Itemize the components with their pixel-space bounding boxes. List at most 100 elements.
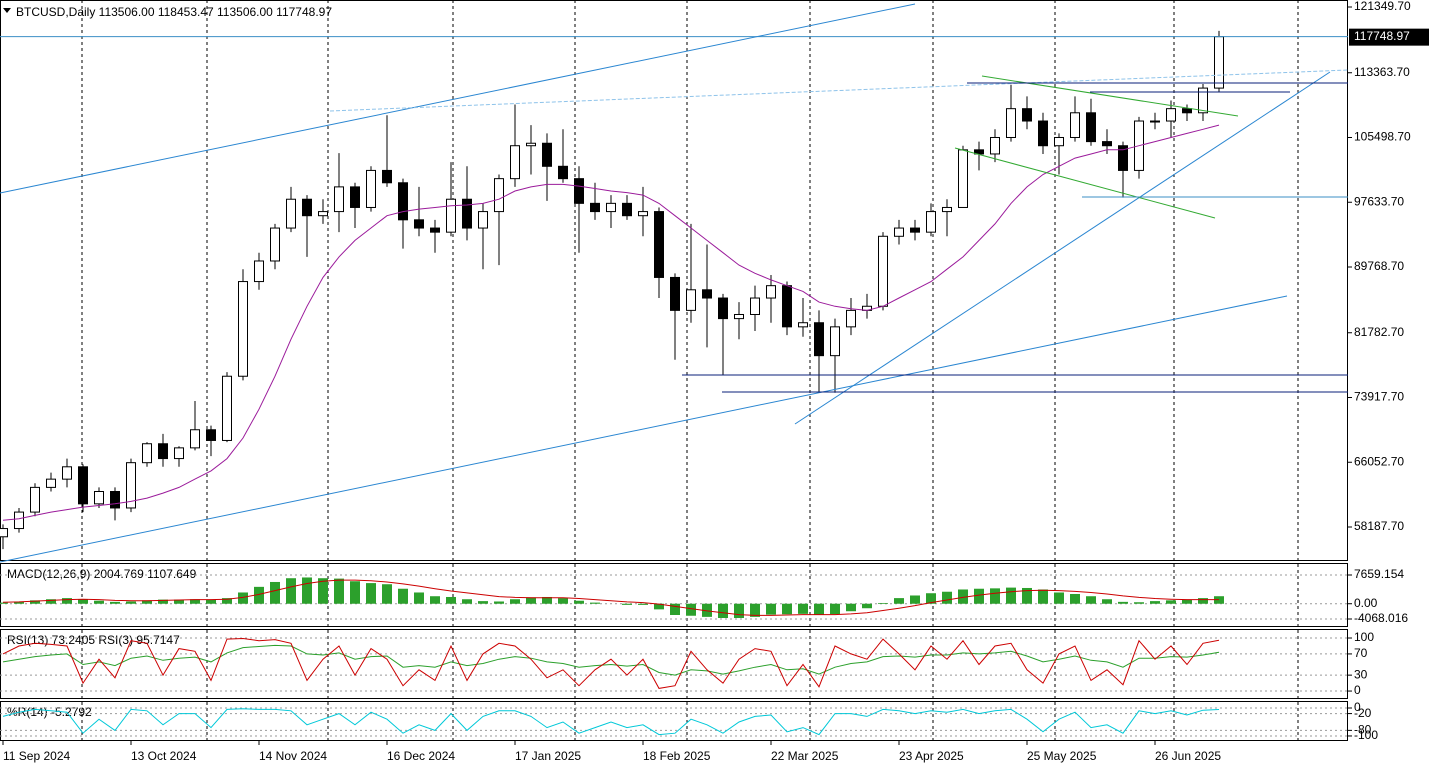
x-tick-label: 18 Feb 2025 — [643, 749, 711, 763]
macd-bar — [1006, 587, 1016, 604]
macd-bar — [206, 599, 216, 604]
y-tick-label: 58187.70 — [1354, 519, 1404, 533]
macd-bar — [878, 602, 888, 604]
candle-body — [574, 178, 584, 204]
panel-frame — [0, 701, 1348, 741]
macd-bar — [238, 592, 248, 604]
x-tick-label: 17 Jan 2025 — [515, 749, 581, 763]
macd-bar — [670, 603, 680, 615]
candle-body — [990, 136, 1000, 155]
macd-bar — [1182, 599, 1192, 604]
macd-bar — [654, 603, 664, 610]
y-tick-label: 89768.70 — [1354, 259, 1404, 273]
macd-bar — [254, 586, 264, 604]
macd-bar — [78, 599, 88, 604]
candle-body — [494, 178, 504, 213]
macd-bar — [734, 603, 744, 618]
candle-body — [414, 219, 424, 229]
candle-body — [1054, 136, 1064, 147]
channel-line — [0, 295, 1288, 563]
macd-bar — [798, 603, 808, 614]
macd-bar — [14, 601, 24, 604]
x-tick-label: 23 Apr 2025 — [899, 749, 964, 763]
macd-bar — [910, 595, 920, 604]
candle-body — [686, 289, 696, 311]
candle-body — [62, 466, 72, 480]
macd-bar — [1070, 593, 1080, 604]
candle-body — [542, 142, 552, 167]
candle-body — [942, 206, 952, 213]
candle-body — [174, 447, 184, 460]
y-tick-label: 100 — [1354, 630, 1374, 644]
macd-bar — [510, 599, 520, 604]
y-tick-label: 70 — [1354, 646, 1368, 660]
macd-bar — [974, 588, 984, 604]
candle-body — [270, 227, 280, 262]
candle-body — [206, 429, 216, 441]
candle-body — [478, 211, 488, 229]
macd-bar — [62, 598, 72, 604]
candle-body — [878, 235, 888, 307]
macd-bar — [1150, 601, 1160, 604]
panel-frame — [0, 0, 1348, 561]
candle-body — [734, 313, 744, 320]
candle-body — [1102, 141, 1112, 147]
y-tick-label: 73917.70 — [1354, 390, 1404, 404]
macd-bar — [1118, 601, 1128, 604]
x-tick-label: 14 Nov 2024 — [259, 749, 327, 763]
macd-bar — [574, 600, 584, 604]
macd-bar — [1102, 599, 1112, 604]
candle-body — [830, 326, 840, 357]
candle-body — [222, 375, 232, 441]
candle-body — [142, 443, 152, 464]
macd-bar — [350, 581, 360, 604]
candle-body — [894, 227, 904, 237]
candle-body — [670, 276, 680, 311]
candle-body — [910, 227, 920, 233]
candle-body — [14, 511, 24, 530]
macd-bar — [1022, 587, 1032, 604]
macd-bar — [222, 598, 232, 604]
macd-bar — [958, 589, 968, 604]
candle-body — [750, 297, 760, 315]
candle-body — [430, 227, 440, 233]
candle-body — [302, 198, 312, 217]
macd-bar — [174, 599, 184, 604]
y-tick-label: -4068.016 — [1354, 611, 1408, 625]
macd-bar — [382, 584, 392, 604]
macd-bar — [894, 598, 904, 604]
y-tick-label: 66052.70 — [1354, 454, 1404, 468]
macd-bar — [302, 577, 312, 604]
candle-body — [638, 211, 648, 217]
macd-bar — [782, 603, 792, 615]
candle-body — [126, 462, 136, 509]
candle-body — [366, 169, 376, 208]
y-tick-label: -100 — [1354, 728, 1378, 742]
macd-bar — [110, 601, 120, 604]
macd-bar — [0, 602, 8, 604]
indicator-line — [2, 708, 1220, 736]
macd-bar — [1054, 592, 1064, 604]
y-tick-label: 0.00 — [1354, 596, 1378, 610]
candle-body — [526, 142, 536, 147]
candle-body — [398, 182, 408, 221]
candle-body — [446, 198, 456, 233]
candle-body — [30, 486, 40, 513]
candle-body — [814, 322, 824, 357]
macd-bar — [430, 596, 440, 604]
candle-body — [1198, 87, 1208, 114]
menu-arrow[interactable] — [3, 8, 11, 13]
x-tick-label: 26 Jun 2025 — [1155, 749, 1221, 763]
macd-bar — [686, 603, 696, 616]
candle-body — [462, 198, 472, 229]
y-tick-label: 105498.70 — [1354, 130, 1411, 144]
macd-bar — [366, 583, 376, 604]
candle-body — [238, 281, 248, 377]
candle-body — [110, 490, 120, 509]
drawn-objects — [0, 3, 1349, 563]
macd-bar — [446, 596, 456, 604]
x-tick-label: 13 Oct 2024 — [131, 749, 197, 763]
macd-bar — [750, 603, 760, 617]
macd-bar — [142, 600, 152, 604]
